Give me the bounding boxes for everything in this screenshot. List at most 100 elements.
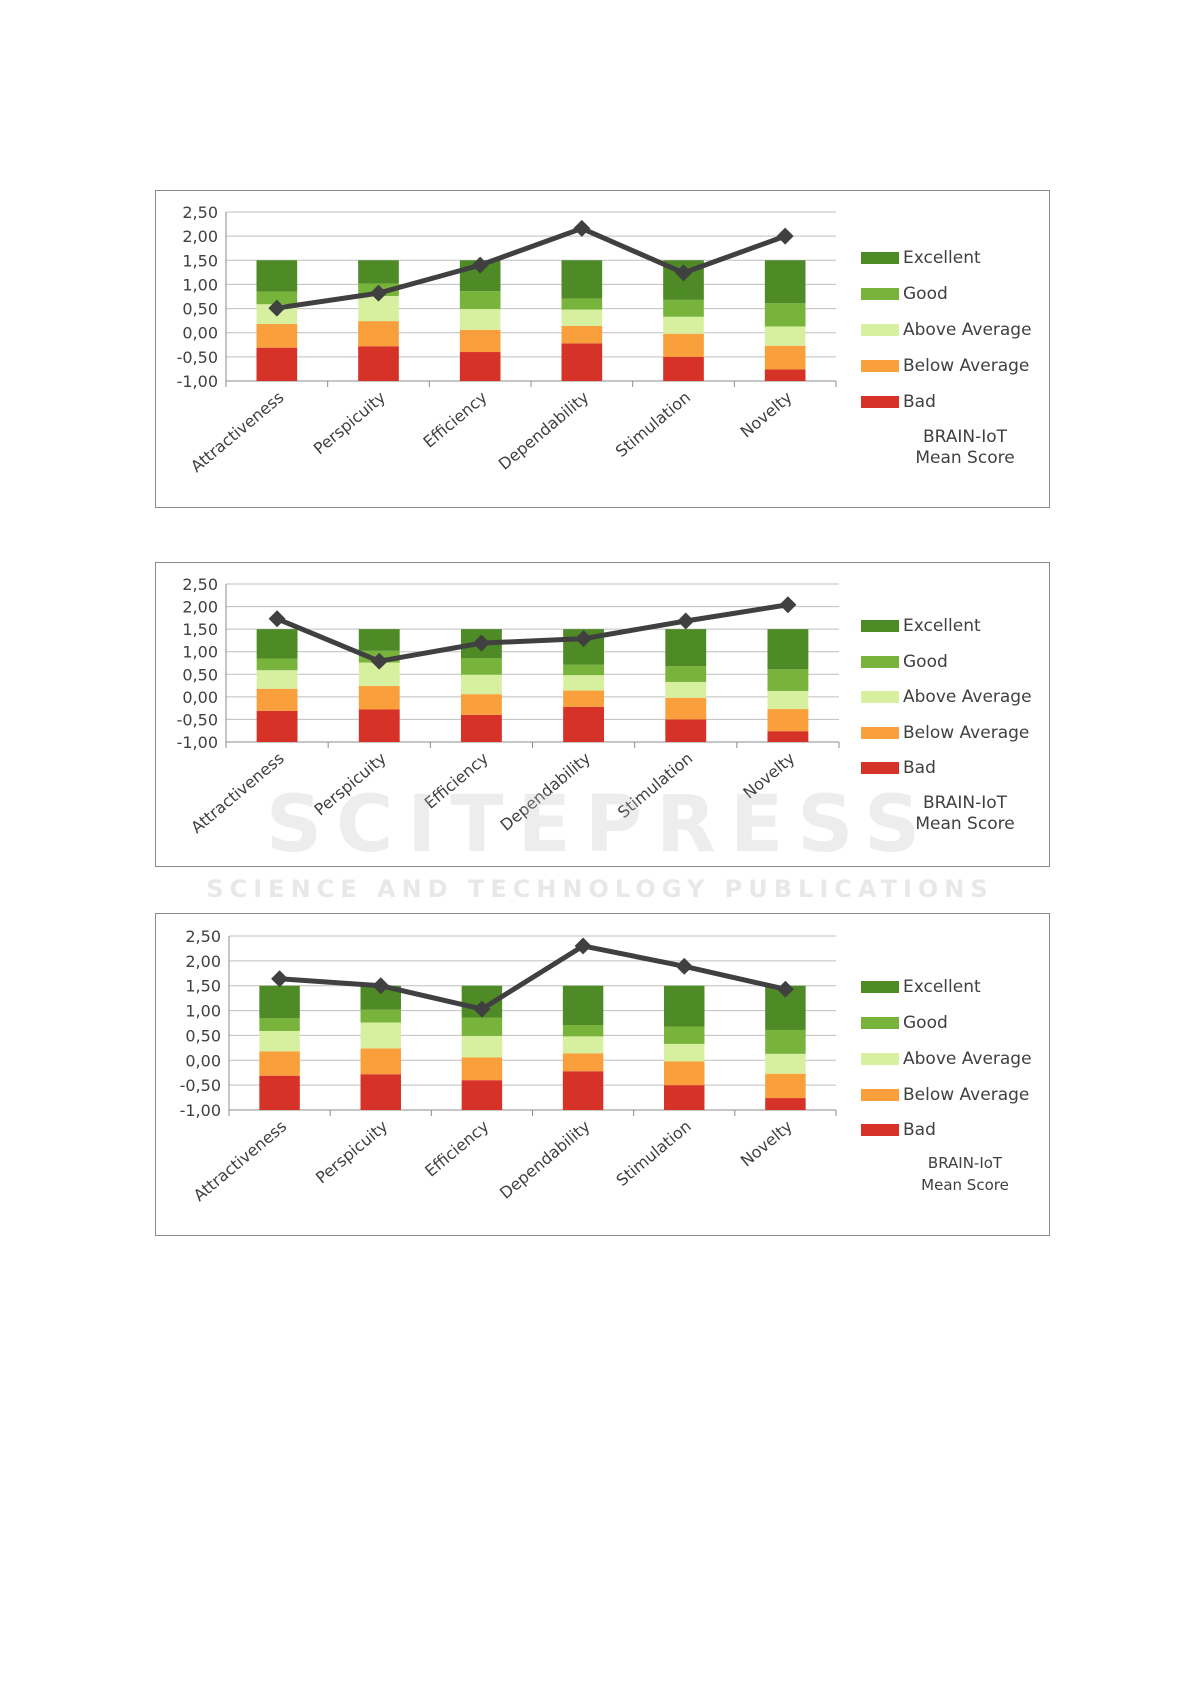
legend-mean-label: BRAIN-IoT Mean Score	[905, 793, 1025, 835]
legend-swatch-good	[861, 288, 899, 300]
bar-segment-bad	[764, 369, 806, 381]
legend-label: Above Average	[903, 687, 1032, 707]
bar-segment-bad	[256, 347, 298, 381]
bar-segment-good	[259, 1018, 300, 1031]
x-category-label: Dependability	[497, 749, 595, 835]
bar-segment-bad	[358, 709, 400, 742]
legend-mean-line1: BRAIN-IoT	[922, 793, 1008, 813]
legend-swatch-below-average	[861, 1089, 899, 1101]
bar-segment-bad	[563, 706, 605, 742]
legend-item-bad: Bad	[861, 1119, 936, 1141]
bar-segment-good	[256, 291, 298, 305]
legend-label: Bad	[903, 392, 936, 412]
bar-segment-below-average	[460, 694, 502, 715]
legend-label: Good	[903, 652, 948, 672]
chart-3-svg: 2,50 2,00 1,50 1,00 0,50 0,00 -0,50 -1,00Attrac…	[180, 927, 837, 1206]
y-tick-label: 2,00	[185, 952, 221, 971]
bar-segment-good	[256, 658, 298, 671]
bar-segment-good	[765, 1029, 806, 1054]
bar-segment-good	[663, 299, 704, 317]
y-tick-label: 0,00	[182, 688, 218, 707]
x-category-label: Stimulation	[612, 388, 694, 461]
mean-score-marker	[675, 264, 692, 282]
bar-segment-good	[764, 303, 806, 327]
legend-mean-line1: BRAIN-IoT	[922, 427, 1008, 447]
legend-label: Bad	[903, 758, 936, 778]
bar-segment-bad	[461, 1080, 503, 1110]
bar-segment-excellent	[767, 629, 809, 670]
mean-score-line	[276, 225, 787, 311]
x-category-label: Stimulation	[613, 1117, 695, 1190]
bar-segment-below-average	[358, 321, 399, 347]
bar-segment-excellent	[256, 629, 298, 659]
legend-item-bad: Bad	[861, 757, 936, 779]
y-tick-label: 2,50	[185, 927, 221, 946]
legend-swatch-excellent	[861, 252, 899, 264]
bar-segment-above-average	[360, 1022, 401, 1049]
bar-segment-good	[459, 291, 501, 310]
bar-segment-below-average	[665, 697, 707, 720]
bar-segment-bad	[767, 731, 809, 742]
bar-segment-bad	[256, 710, 298, 742]
y-tick-label: 1,50	[182, 251, 218, 270]
legend-item-excellent: Excellent	[861, 615, 981, 637]
bar-segment-bad	[663, 356, 704, 381]
legend-label: Excellent	[903, 248, 981, 268]
legend-label: Good	[903, 284, 948, 304]
bar-segment-good	[360, 1009, 401, 1023]
bar-segment-bad	[765, 1098, 806, 1110]
x-category-label: Dependability	[496, 1117, 594, 1203]
legend-item-excellent: Excellent	[861, 247, 981, 269]
bar-segment-good	[460, 658, 502, 675]
bar-segment-above-average	[259, 1030, 300, 1052]
mean-score-line	[279, 943, 786, 1012]
bar-segment-bad	[665, 719, 707, 742]
legend-mean-label: BRAIN-IoT Mean Score	[905, 1152, 1025, 1196]
bar-segment-below-average	[461, 1057, 503, 1081]
mean-score-line	[276, 602, 789, 664]
x-category-label: Efficiency	[419, 388, 490, 452]
legend-label: Below Average	[903, 356, 1030, 376]
legend-item-good: Good	[861, 1012, 948, 1034]
legend-label: Excellent	[903, 977, 981, 997]
bar-segment-bad	[459, 352, 501, 381]
legend-swatch-below-average	[861, 360, 899, 372]
legend-mean-line2: Mean Score	[915, 448, 1015, 468]
legend-label: Above Average	[903, 1049, 1032, 1069]
legend-swatch-bad	[861, 396, 899, 408]
bar-segment-above-average	[461, 1035, 503, 1058]
x-category-label: Perspicuity	[311, 749, 390, 820]
legend-item-bad: Bad	[861, 391, 936, 413]
legend-swatch-good	[861, 656, 899, 668]
legend-label: Below Average	[903, 1085, 1030, 1105]
mean-score-marker	[675, 957, 693, 975]
bar-segment-above-average	[256, 670, 298, 689]
legend-mean-line1: BRAIN-IoT	[927, 1154, 1003, 1172]
bar-segment-below-average	[765, 1073, 806, 1099]
bar-segment-below-average	[562, 1053, 604, 1072]
x-category-label: Attractiveness	[190, 1117, 290, 1206]
x-category-label: Novelty	[739, 749, 798, 803]
bar-segment-excellent	[665, 629, 707, 667]
legend-label: Good	[903, 1013, 948, 1033]
bar-segment-below-average	[256, 688, 298, 711]
legend-mean-line2: Mean Score	[915, 814, 1015, 834]
bar-segment-above-average	[765, 1053, 806, 1074]
y-tick-label: 0,50	[185, 1026, 221, 1045]
bar-segment-excellent	[561, 260, 603, 299]
y-tick-label: 1,50	[185, 977, 221, 996]
chart-panel-2: 2,50 2,00 1,50 1,00 0,50 0,00 -0,50 -1,00 Attrac…	[155, 562, 1050, 867]
bar-segment-above-average	[562, 1036, 604, 1054]
y-tick-label: 2,50	[182, 575, 218, 594]
legend-swatch-excellent	[861, 620, 899, 632]
mean-score-marker	[472, 634, 490, 652]
bar-segment-below-average	[259, 1051, 300, 1076]
bar-segment-good	[664, 1026, 705, 1044]
bar-segment-good	[563, 664, 605, 676]
bar-segment-good	[461, 1017, 503, 1036]
y-tick-label: -1,00	[177, 733, 218, 752]
bar-segment-excellent	[360, 985, 401, 1010]
bar-segment-excellent	[562, 985, 604, 1025]
bar-segment-bad	[664, 1085, 705, 1110]
y-tick-label: 0,00	[185, 1051, 221, 1070]
